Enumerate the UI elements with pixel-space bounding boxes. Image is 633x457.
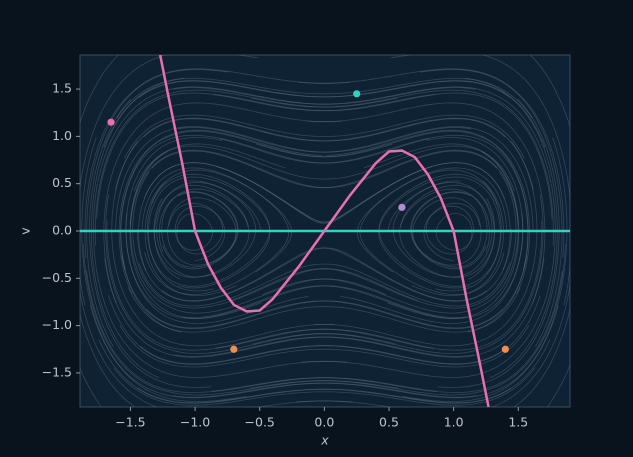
point [230, 345, 238, 353]
x-tick-label: 0.5 [379, 415, 399, 430]
point [353, 90, 361, 98]
y-tick-label: −1.5 [42, 364, 72, 379]
y-axis-label: v [18, 227, 33, 235]
y-tick-label: 0.0 [52, 223, 72, 238]
nullcline-curve [158, 55, 490, 407]
x-tick-label: −0.5 [245, 415, 275, 430]
y-tick-label: 0.5 [52, 175, 72, 190]
point [501, 345, 509, 353]
x-axis-label: x [320, 433, 329, 448]
x-tick-label: −1.0 [180, 415, 210, 430]
plot-layer [80, 55, 570, 407]
x-tick-label: 0.0 [314, 415, 334, 430]
x-tick-label: −1.5 [115, 415, 145, 430]
streamlines [80, 55, 570, 407]
x-tick-label: 1.5 [508, 415, 528, 430]
y-tick-label: −0.5 [42, 270, 72, 285]
y-tick-label: −1.0 [42, 317, 72, 332]
point [107, 118, 115, 126]
point [398, 203, 406, 211]
y-tick-label: 1.0 [52, 128, 72, 143]
x-tick-label: 1.0 [444, 415, 464, 430]
y-tick-label: 1.5 [52, 81, 72, 96]
